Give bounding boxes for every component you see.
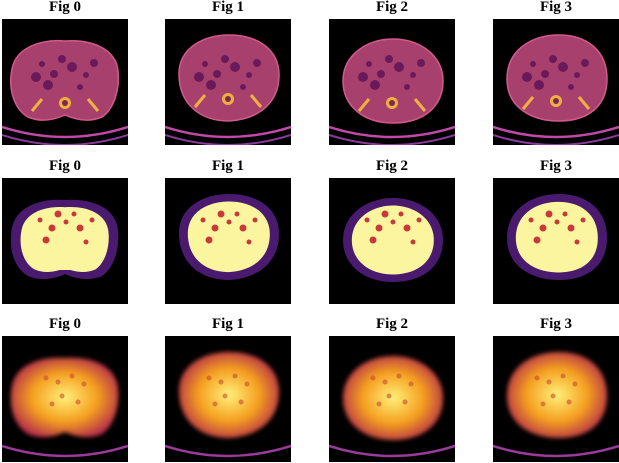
- slice-graphic: [329, 19, 455, 145]
- blurred-heatmap-image: [329, 336, 455, 462]
- panel-title: Fig 1: [165, 0, 291, 16]
- slice-graphic: [2, 336, 128, 462]
- slice-graphic: [2, 19, 128, 145]
- blurred-heatmap-image: [165, 336, 291, 462]
- slice-graphic: [165, 336, 291, 462]
- segmentation-mask-image: [493, 178, 619, 304]
- panel-title: Fig 2: [329, 157, 455, 175]
- ct-slice-image: [329, 19, 455, 145]
- blurred-heatmap-image: [2, 336, 128, 462]
- slice-graphic: [329, 178, 455, 304]
- slice-graphic: [165, 178, 291, 304]
- panel-title: Fig 0: [2, 157, 128, 175]
- panel-title: Fig 3: [493, 0, 619, 16]
- panel-title: Fig 0: [2, 315, 128, 333]
- ct-slice-image: [165, 19, 291, 145]
- segmentation-mask-image: [329, 178, 455, 304]
- panel-title: Fig 2: [329, 0, 455, 16]
- ct-slice-image: [2, 19, 128, 145]
- slice-graphic: [493, 19, 619, 145]
- slice-graphic: [329, 336, 455, 462]
- panel-title: Fig 0: [2, 0, 128, 16]
- segmentation-mask-image: [165, 178, 291, 304]
- slice-graphic: [165, 19, 291, 145]
- panel-title: Fig 2: [329, 315, 455, 333]
- panel-title: Fig 3: [493, 157, 619, 175]
- panel-title: Fig 3: [493, 315, 619, 333]
- blurred-heatmap-image: [493, 336, 619, 462]
- slice-graphic: [493, 178, 619, 304]
- panel-title: Fig 1: [165, 157, 291, 175]
- slice-graphic: [2, 178, 128, 304]
- ct-slice-image: [493, 19, 619, 145]
- segmentation-mask-image: [2, 178, 128, 304]
- slice-graphic: [493, 336, 619, 462]
- panel-title: Fig 1: [165, 315, 291, 333]
